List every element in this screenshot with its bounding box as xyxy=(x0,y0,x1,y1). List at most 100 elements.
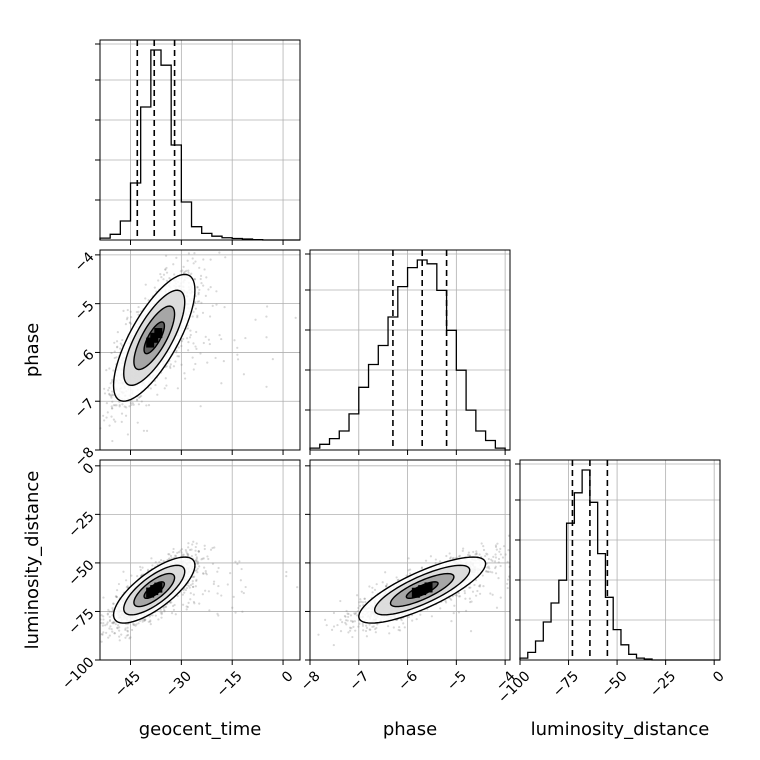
scatter-point xyxy=(216,570,219,573)
scatter-point xyxy=(149,623,152,626)
scatter-point xyxy=(396,579,399,582)
scatter-point xyxy=(182,588,185,592)
scatter-point xyxy=(110,351,113,355)
scatter-point xyxy=(135,398,139,401)
scatter-point xyxy=(497,557,501,561)
scatter-point xyxy=(160,611,164,614)
scatter-point xyxy=(115,595,118,599)
scatter-point xyxy=(361,622,364,626)
scatter-point xyxy=(187,349,190,352)
scatter-point xyxy=(346,619,349,622)
scatter-point xyxy=(478,553,481,556)
scatter-point xyxy=(485,570,488,573)
scatter-point xyxy=(332,611,336,615)
scatter-point xyxy=(137,396,141,399)
scatter-point xyxy=(458,595,462,598)
scatter-point xyxy=(494,556,498,559)
scatter-point xyxy=(112,418,116,421)
scatter-point xyxy=(112,602,115,605)
scatter-point xyxy=(124,628,127,632)
scatter-point xyxy=(163,609,166,612)
density-core xyxy=(154,328,163,339)
scatter-point xyxy=(129,636,132,639)
scatter-point xyxy=(494,572,498,575)
scatter-point xyxy=(172,263,175,266)
scatter-point xyxy=(118,626,121,629)
scatter-point xyxy=(180,363,183,366)
scatter-point xyxy=(110,405,113,408)
scatter-point xyxy=(494,565,497,568)
scatter-point xyxy=(480,542,483,545)
scatter-point xyxy=(481,574,484,577)
scatter-point xyxy=(118,405,121,408)
scatter-point xyxy=(135,623,138,626)
scatter-point xyxy=(112,404,115,407)
scatter-point xyxy=(122,309,125,312)
scatter-point xyxy=(354,613,357,616)
scatter-point xyxy=(182,265,185,268)
scatter-point xyxy=(141,573,144,576)
scatter-point xyxy=(381,581,384,584)
scatter-point xyxy=(125,406,128,409)
scatter-point xyxy=(199,274,203,277)
scatter-point xyxy=(109,625,112,628)
scatter-point xyxy=(352,625,355,628)
scatter-point xyxy=(407,557,410,560)
scatter-point xyxy=(217,584,220,588)
scatter-point xyxy=(167,553,170,556)
scatter-point xyxy=(175,351,178,354)
scatter-point xyxy=(173,273,176,276)
scatter-point xyxy=(194,545,197,549)
scatter-point xyxy=(368,628,371,631)
scatter-point xyxy=(164,268,167,271)
scatter-point xyxy=(187,542,190,545)
scatter-point xyxy=(151,564,154,567)
scatter-point xyxy=(162,273,166,276)
scatter-point xyxy=(476,589,479,593)
scatter-point xyxy=(110,627,113,631)
scatter-point xyxy=(181,269,184,272)
scatter-point xyxy=(147,299,150,302)
scatter-point xyxy=(170,601,173,604)
scatter-point xyxy=(499,553,502,556)
scatter-point xyxy=(108,615,111,618)
scatter-point xyxy=(202,284,205,287)
scatter-point xyxy=(176,594,179,598)
scatter-point xyxy=(114,420,117,423)
scatter-point xyxy=(180,344,183,348)
scatter-point xyxy=(108,627,111,630)
scatter-point xyxy=(372,625,375,628)
scatter-point xyxy=(234,560,237,563)
scatter-point xyxy=(192,600,195,604)
scatter-point xyxy=(202,341,205,345)
scatter-point xyxy=(358,604,362,607)
scatter-point xyxy=(120,412,124,415)
scatter-point xyxy=(159,273,162,276)
scatter-point xyxy=(115,340,119,343)
scatter-point xyxy=(444,601,448,604)
scatter-point xyxy=(105,623,108,626)
scatter-point xyxy=(191,315,194,318)
scatter-point xyxy=(203,544,206,547)
scatter-point xyxy=(137,403,141,406)
scatter-point xyxy=(163,387,166,390)
scatter-point xyxy=(197,293,200,296)
scatter-point xyxy=(169,554,173,558)
scatter-point xyxy=(119,347,122,350)
scatter-point xyxy=(182,337,185,341)
scatter-point xyxy=(115,595,118,598)
scatter-point xyxy=(176,387,179,390)
axes-frame xyxy=(309,249,511,451)
scatter-point xyxy=(111,439,114,443)
scatter-point xyxy=(266,305,269,308)
scatter-point xyxy=(125,318,129,321)
scatter-point xyxy=(124,636,127,639)
scatter-point xyxy=(138,619,142,622)
scatter-point xyxy=(362,629,365,632)
scatter-point xyxy=(254,318,257,321)
scatter-point xyxy=(208,609,211,612)
scatter-point xyxy=(203,268,206,271)
scatter-point xyxy=(154,614,157,617)
scatter-point xyxy=(182,271,185,274)
scatter-point xyxy=(130,316,133,319)
